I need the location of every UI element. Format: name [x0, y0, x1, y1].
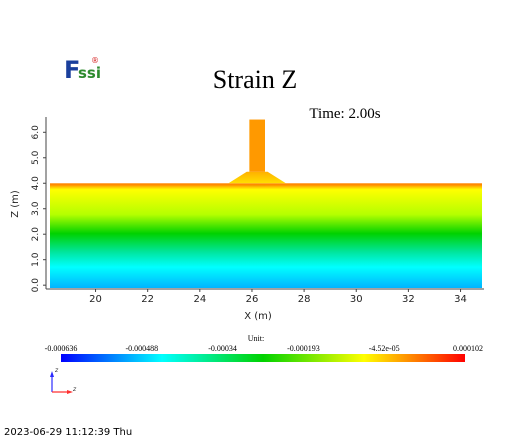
colorbar-gradient	[61, 354, 465, 362]
x-axis-label: X (m)	[244, 311, 272, 322]
logo-letters-ssi: ssi	[78, 64, 101, 82]
footing	[228, 171, 286, 184]
logo-registered-mark: ®	[91, 56, 99, 65]
colorbar-tick-label: -0.00034	[208, 344, 237, 353]
y-tick-label: 6.0	[31, 125, 41, 140]
y-tick-label: 2.0	[31, 227, 41, 242]
colorbar-tick-label: -0.000193	[287, 344, 320, 353]
x-tick-label: 20	[89, 294, 102, 305]
y-tick-label: 5.0	[31, 150, 41, 165]
colorbar-tick-label: -4.52e-05	[369, 344, 400, 353]
surface-band	[50, 183, 482, 186]
colorbar-tick-label: 0.000102	[453, 344, 483, 353]
structure	[228, 119, 286, 184]
y-tick-label: 0.0	[31, 278, 41, 293]
x-tick-label: 30	[350, 294, 363, 305]
y-axis-label: Z (m)	[10, 190, 21, 218]
triad-x-arrow	[67, 390, 73, 394]
chart-title: Strain Z	[213, 65, 298, 94]
colorbar-tick-label: -0.000488	[125, 344, 158, 353]
axes-triad: z z	[50, 367, 77, 394]
fssi-logo: F ssi ®	[64, 56, 101, 84]
soil-domain	[50, 183, 482, 288]
logo-letter-f: F	[64, 56, 80, 84]
timestamp: 2023-06-29 11:12:39 Thu	[4, 427, 132, 438]
triad-z-label: z	[54, 367, 59, 374]
soil-field	[50, 183, 482, 288]
x-tick-label: 32	[402, 294, 415, 305]
y-tick-label: 4.0	[31, 176, 41, 191]
y-tick-label: 1.0	[31, 252, 41, 267]
x-tick-label: 28	[298, 294, 311, 305]
column	[249, 119, 265, 172]
colorbar-unit-label: Unit:	[248, 334, 264, 343]
triad-z-arrow	[50, 371, 54, 377]
x-tick-label: 22	[141, 294, 154, 305]
x-tick-label: 26	[246, 294, 259, 305]
x-tick-label: 24	[193, 294, 206, 305]
y-tick-label: 3.0	[31, 201, 41, 216]
time-label: Time: 2.00s	[309, 106, 380, 122]
axes: 20 22 24 26 28 30 32 34 0.0 1.0 2.0 3.0 4.0 5.0 6.0	[31, 117, 484, 305]
triad-x-label: z	[72, 386, 77, 393]
x-tick-label: 34	[454, 294, 467, 305]
colorbar: Unit: -0.000636 -0.000488 -0.00034 -0.00019…	[45, 334, 483, 362]
compression-zone	[84, 210, 431, 288]
colorbar-tick-label: -0.000636	[45, 344, 78, 353]
